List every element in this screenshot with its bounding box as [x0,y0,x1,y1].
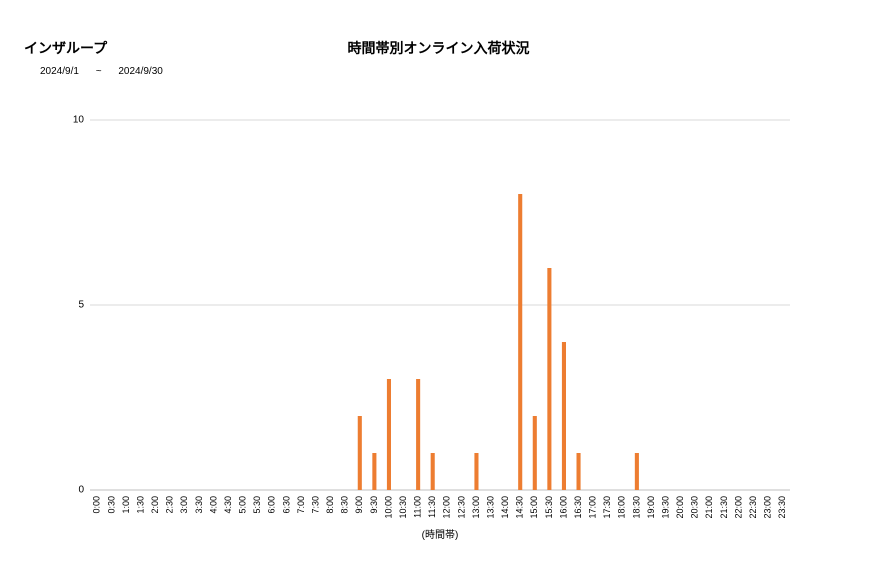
svg-text:17:30: 17:30 [602,496,612,519]
svg-text:19:00: 19:00 [646,496,656,519]
svg-text:20:30: 20:30 [690,496,700,519]
svg-text:16:30: 16:30 [573,496,583,519]
svg-text:1:30: 1:30 [135,496,145,514]
svg-text:13:00: 13:00 [471,496,481,519]
svg-text:15:00: 15:00 [529,496,539,519]
svg-text:17:00: 17:00 [588,496,598,519]
svg-text:9:00: 9:00 [354,496,364,514]
date-separator: ~ [96,66,102,77]
svg-text:18:00: 18:00 [617,496,627,519]
svg-text:19:30: 19:30 [660,496,670,519]
svg-text:5:00: 5:00 [238,496,248,514]
svg-text:0:00: 0:00 [92,496,102,514]
svg-text:9:30: 9:30 [369,496,379,514]
report-title: 時間帯別オンライン入荷状況 [0,38,877,58]
svg-text:12:30: 12:30 [456,496,466,519]
svg-text:13:30: 13:30 [485,496,495,519]
svg-text:14:30: 14:30 [515,496,525,519]
svg-text:22:00: 22:00 [733,496,743,519]
svg-text:4:30: 4:30 [223,496,233,514]
svg-text:5:30: 5:30 [252,496,262,514]
report-header: インザループ 時間帯別オンライン入荷状況 2024/9/1 ~ 2024/9/3… [0,0,877,90]
svg-text:14:00: 14:00 [500,496,510,519]
svg-text:0: 0 [78,485,84,496]
svg-text:10:30: 10:30 [398,496,408,519]
svg-text:6:30: 6:30 [281,496,291,514]
svg-text:10: 10 [73,115,85,126]
svg-text:10:00: 10:00 [383,496,393,519]
svg-text:11:00: 11:00 [413,496,423,518]
svg-text:18:30: 18:30 [631,496,641,519]
svg-text:7:00: 7:00 [296,496,306,514]
svg-text:16:00: 16:00 [558,496,568,519]
svg-text:20:00: 20:00 [675,496,685,519]
svg-text:12:00: 12:00 [442,496,452,519]
svg-text:0:30: 0:30 [106,496,116,514]
svg-text:2:30: 2:30 [165,496,175,514]
svg-text:11:30: 11:30 [427,496,437,518]
svg-text:21:30: 21:30 [719,496,729,519]
svg-text:8:00: 8:00 [325,496,335,514]
svg-text:6:00: 6:00 [267,496,277,514]
date-to: 2024/9/30 [118,66,163,77]
time-slot-chart: 0 5 10 0:00 0:30 1:00 1:30 2:00 2:30 3:00 3:30 4:00… [60,110,830,540]
svg-text:7:30: 7:30 [310,496,320,514]
svg-text:1:00: 1:00 [121,496,131,514]
svg-text:8:30: 8:30 [340,496,350,514]
date-from: 2024/9/1 [40,66,79,77]
svg-text:23:30: 23:30 [777,496,787,519]
svg-text:15:30: 15:30 [544,496,554,519]
date-range: 2024/9/1 ~ 2024/9/30 [40,66,163,77]
svg-text:(時間帯): (時間帯) [422,528,459,540]
svg-text:3:30: 3:30 [194,496,204,514]
svg-text:21:00: 21:00 [704,496,714,519]
svg-text:5: 5 [78,300,84,311]
svg-text:4:00: 4:00 [208,496,218,514]
svg-text:2:00: 2:00 [150,496,160,514]
svg-text:22:30: 22:30 [748,496,758,519]
svg-text:23:00: 23:00 [763,496,773,519]
svg-text:3:00: 3:00 [179,496,189,514]
